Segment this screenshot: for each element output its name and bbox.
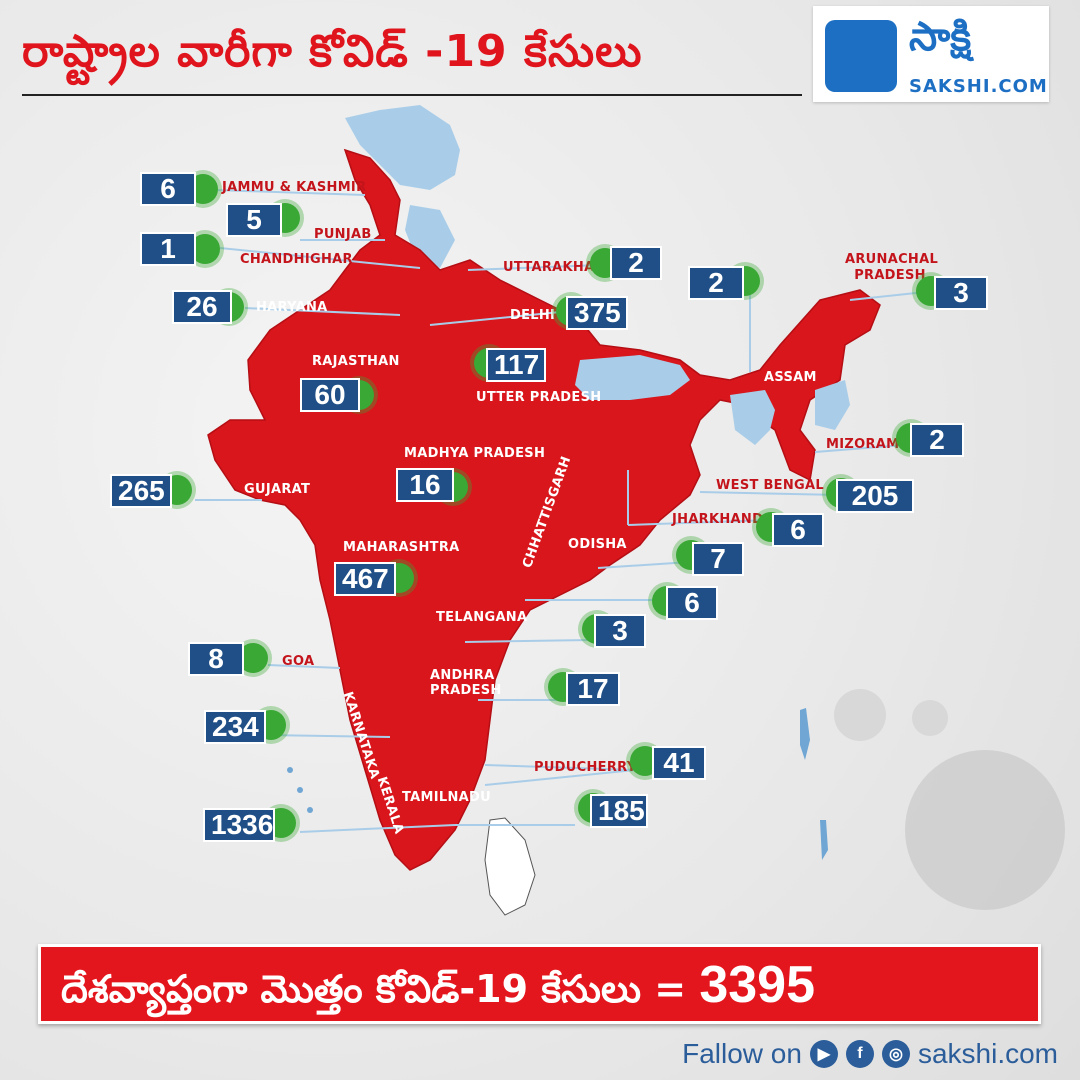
cases-andhra-pradesh: 17 [566,672,620,706]
total-text: దేశవ్యాప్తంగా మొత్తం కోవిడ్-19 కేసులు = … [61,955,815,1021]
bg-virus-icon [834,689,886,741]
cases-uttarakhand: 2 [610,246,662,280]
label-tamilnadu: TAMILNADU [402,790,491,805]
label-west-bengal: WEST BENGAL [716,478,824,493]
andaman-islands [800,708,828,860]
facebook-icon[interactable]: f [845,1040,874,1068]
label-andhra-pradesh: ANDHRA PRADESH [430,668,502,698]
label-telangana: TELANGANA [436,610,528,625]
logo-name: సాక్షి [909,14,972,60]
label-gujarat: GUJARAT [244,482,311,497]
label-punjab: PUNJAB [314,227,372,242]
cases-kerala: 1336 [203,808,275,842]
page-title: రాష్ట్రాల వారీగా కోవిడ్ -19 కేసులు [22,26,643,77]
label-utter-pradesh: UTTER PRADESH [476,390,602,405]
footer: Fallow on ▶ f ◎ sakshi.com [682,1036,1058,1072]
label-goa: GOA [282,654,315,669]
cases-rajasthan: 60 [300,378,360,412]
cases-arunachal-pradesh: 3 [934,276,988,310]
cases-goa: 8 [188,642,244,676]
total-value: 3395 [699,956,816,1014]
northeast-blue [815,380,850,430]
label-assam: ASSAM [764,370,817,385]
label-madhya-pradesh: MADHYA PRADESH [404,446,546,461]
cases-tamilnadu: 185 [590,794,648,828]
nepal-region [575,355,690,400]
footer-site[interactable]: sakshi.com [917,1038,1058,1069]
label-arunachal-pradesh: ARUNACHAL PRADESH [845,252,939,283]
island-dot [307,807,313,813]
cases-gujarat: 265 [110,474,172,508]
cases-mizoram: 2 [910,423,964,457]
label-puducherry: PUDUCHERRY [534,760,637,775]
label-chandhighar: CHANDHIGHAR [240,252,353,267]
logo-url: SAKSHI.COM [909,76,1048,97]
cases-delhi: 375 [566,296,628,330]
label-mizoram: MIZORAM [826,437,900,452]
label-maharashtra: MAHARASHTRA [343,540,460,555]
instagram-icon[interactable]: ◎ [881,1040,910,1068]
leader-lines [195,189,926,833]
total-label: దేశవ్యాప్తంగా మొత్తం కోవిడ్-19 కేసులు = [61,967,687,1011]
title-underline [22,94,802,96]
cases-punjab: 5 [226,203,282,237]
bg-virus-icon [905,750,1065,910]
cases-jharkhand: 6 [772,513,824,547]
total-cases-banner: దేశవ్యాప్తంగా మొత్తం కోవిడ్-19 కేసులు = … [38,944,1041,1024]
label-odisha: ODISHA [568,537,627,552]
cases-haryana: 26 [172,290,232,324]
cases-madhya-pradesh: 16 [396,468,454,502]
sri-lanka [484,817,536,916]
cases-utter-pradesh: 117 [486,348,546,382]
lakshadweep-islands [287,767,293,773]
cases-chandhighar: 1 [140,232,196,266]
cases-jammu-kashmir: 6 [140,172,196,206]
cases-odisha: 7 [692,542,744,576]
bg-virus-icon [912,700,948,736]
cases-west-bengal: 205 [836,479,914,513]
bangladesh-region [730,390,775,445]
label-haryana: HARYANA [256,300,328,315]
india-mainland [207,148,881,871]
logo-mark-icon [825,20,897,92]
label-jammu-kashmir: JAMMU & KASHMIR [222,180,367,195]
kashmir-region [345,105,460,190]
cases-maharashtra: 467 [334,562,396,596]
label-rajasthan: RAJASTHAN [312,354,400,369]
label-delhi: DELHI [510,308,556,323]
cases-chhattisgarh: 6 [666,586,718,620]
island-dot [297,787,303,793]
sakshi-logo: సాక్షి SAKSHI.COM [813,6,1049,102]
cases-assam: 2 [688,266,744,300]
cases-karnataka: 234 [204,710,266,744]
cases-puducherry: 41 [652,746,706,780]
youtube-icon[interactable]: ▶ [809,1040,838,1068]
label-jharkhand: JHARKHAND [672,512,764,527]
label-uttarakhand: UTTARAKHAND [503,260,617,275]
follow-label: Fallow on [682,1038,802,1069]
cases-telangana: 3 [594,614,646,648]
